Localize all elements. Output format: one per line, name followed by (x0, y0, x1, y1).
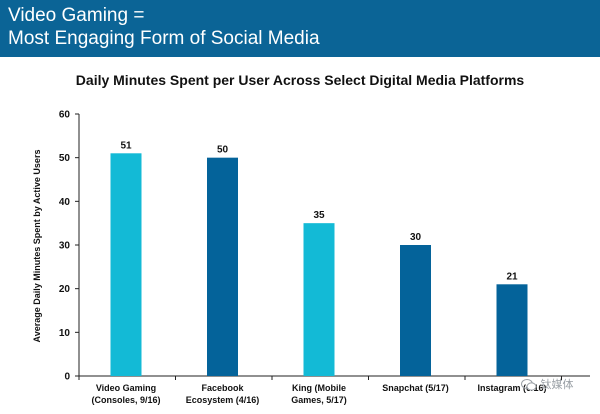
header-banner: Video Gaming = Most Engaging Form of Soc… (0, 0, 600, 57)
x-category-label-line: Ecosystem (4/16) (186, 395, 260, 405)
bar-value-label: 21 (506, 271, 518, 282)
chart-title: Daily Minutes Spent per User Across Sele… (75, 72, 525, 88)
x-category-label-line: (Consoles, 9/16) (91, 395, 160, 405)
y-tick-label: 10 (59, 328, 71, 339)
bar-value-label: 50 (217, 145, 229, 156)
bar (496, 284, 528, 376)
x-category-label-line: Snapchat (5/17) (382, 383, 449, 393)
bar (400, 245, 431, 376)
header-title-line2: Most Engaging Form of Social Media (8, 28, 320, 49)
bar-value-label: 30 (410, 232, 422, 243)
x-category-label: Instagram (6/16) (477, 383, 546, 393)
y-tick-label: 0 (64, 372, 70, 383)
bar-value-label: 51 (120, 140, 132, 151)
x-category-label-line: King (Mobile (292, 383, 346, 393)
bar (303, 223, 335, 376)
bar (207, 157, 238, 376)
x-category-label: Video Gaming (Consoles, 9/16) (91, 383, 160, 405)
bar (110, 153, 142, 376)
y-tick-label: 50 (59, 153, 71, 164)
wechat-icon (521, 378, 537, 392)
header-title-line1: Video Gaming = (8, 5, 145, 26)
bar-value-label: 35 (313, 210, 325, 221)
x-category-label-line: Instagram (6/16) (477, 383, 546, 393)
x-category-label: Snapchat (5/17) (382, 383, 449, 393)
watermark-text: 钛媒体 (540, 378, 574, 391)
x-category-label: Facebook Ecosystem (4/16) (186, 383, 260, 405)
y-tick-label: 60 (59, 110, 71, 121)
y-tick-label: 40 (59, 197, 71, 208)
y-tick-label: 20 (59, 284, 71, 295)
y-tick-label: 30 (59, 241, 71, 252)
watermark: 钛媒体 (521, 374, 596, 396)
x-category-label-line: Games, 5/17) (291, 395, 347, 405)
x-category-label-line: Facebook (201, 383, 244, 393)
x-category-label-line: Video Gaming (96, 383, 156, 393)
x-category-label: King (Mobile Games, 5/17) (291, 383, 347, 405)
